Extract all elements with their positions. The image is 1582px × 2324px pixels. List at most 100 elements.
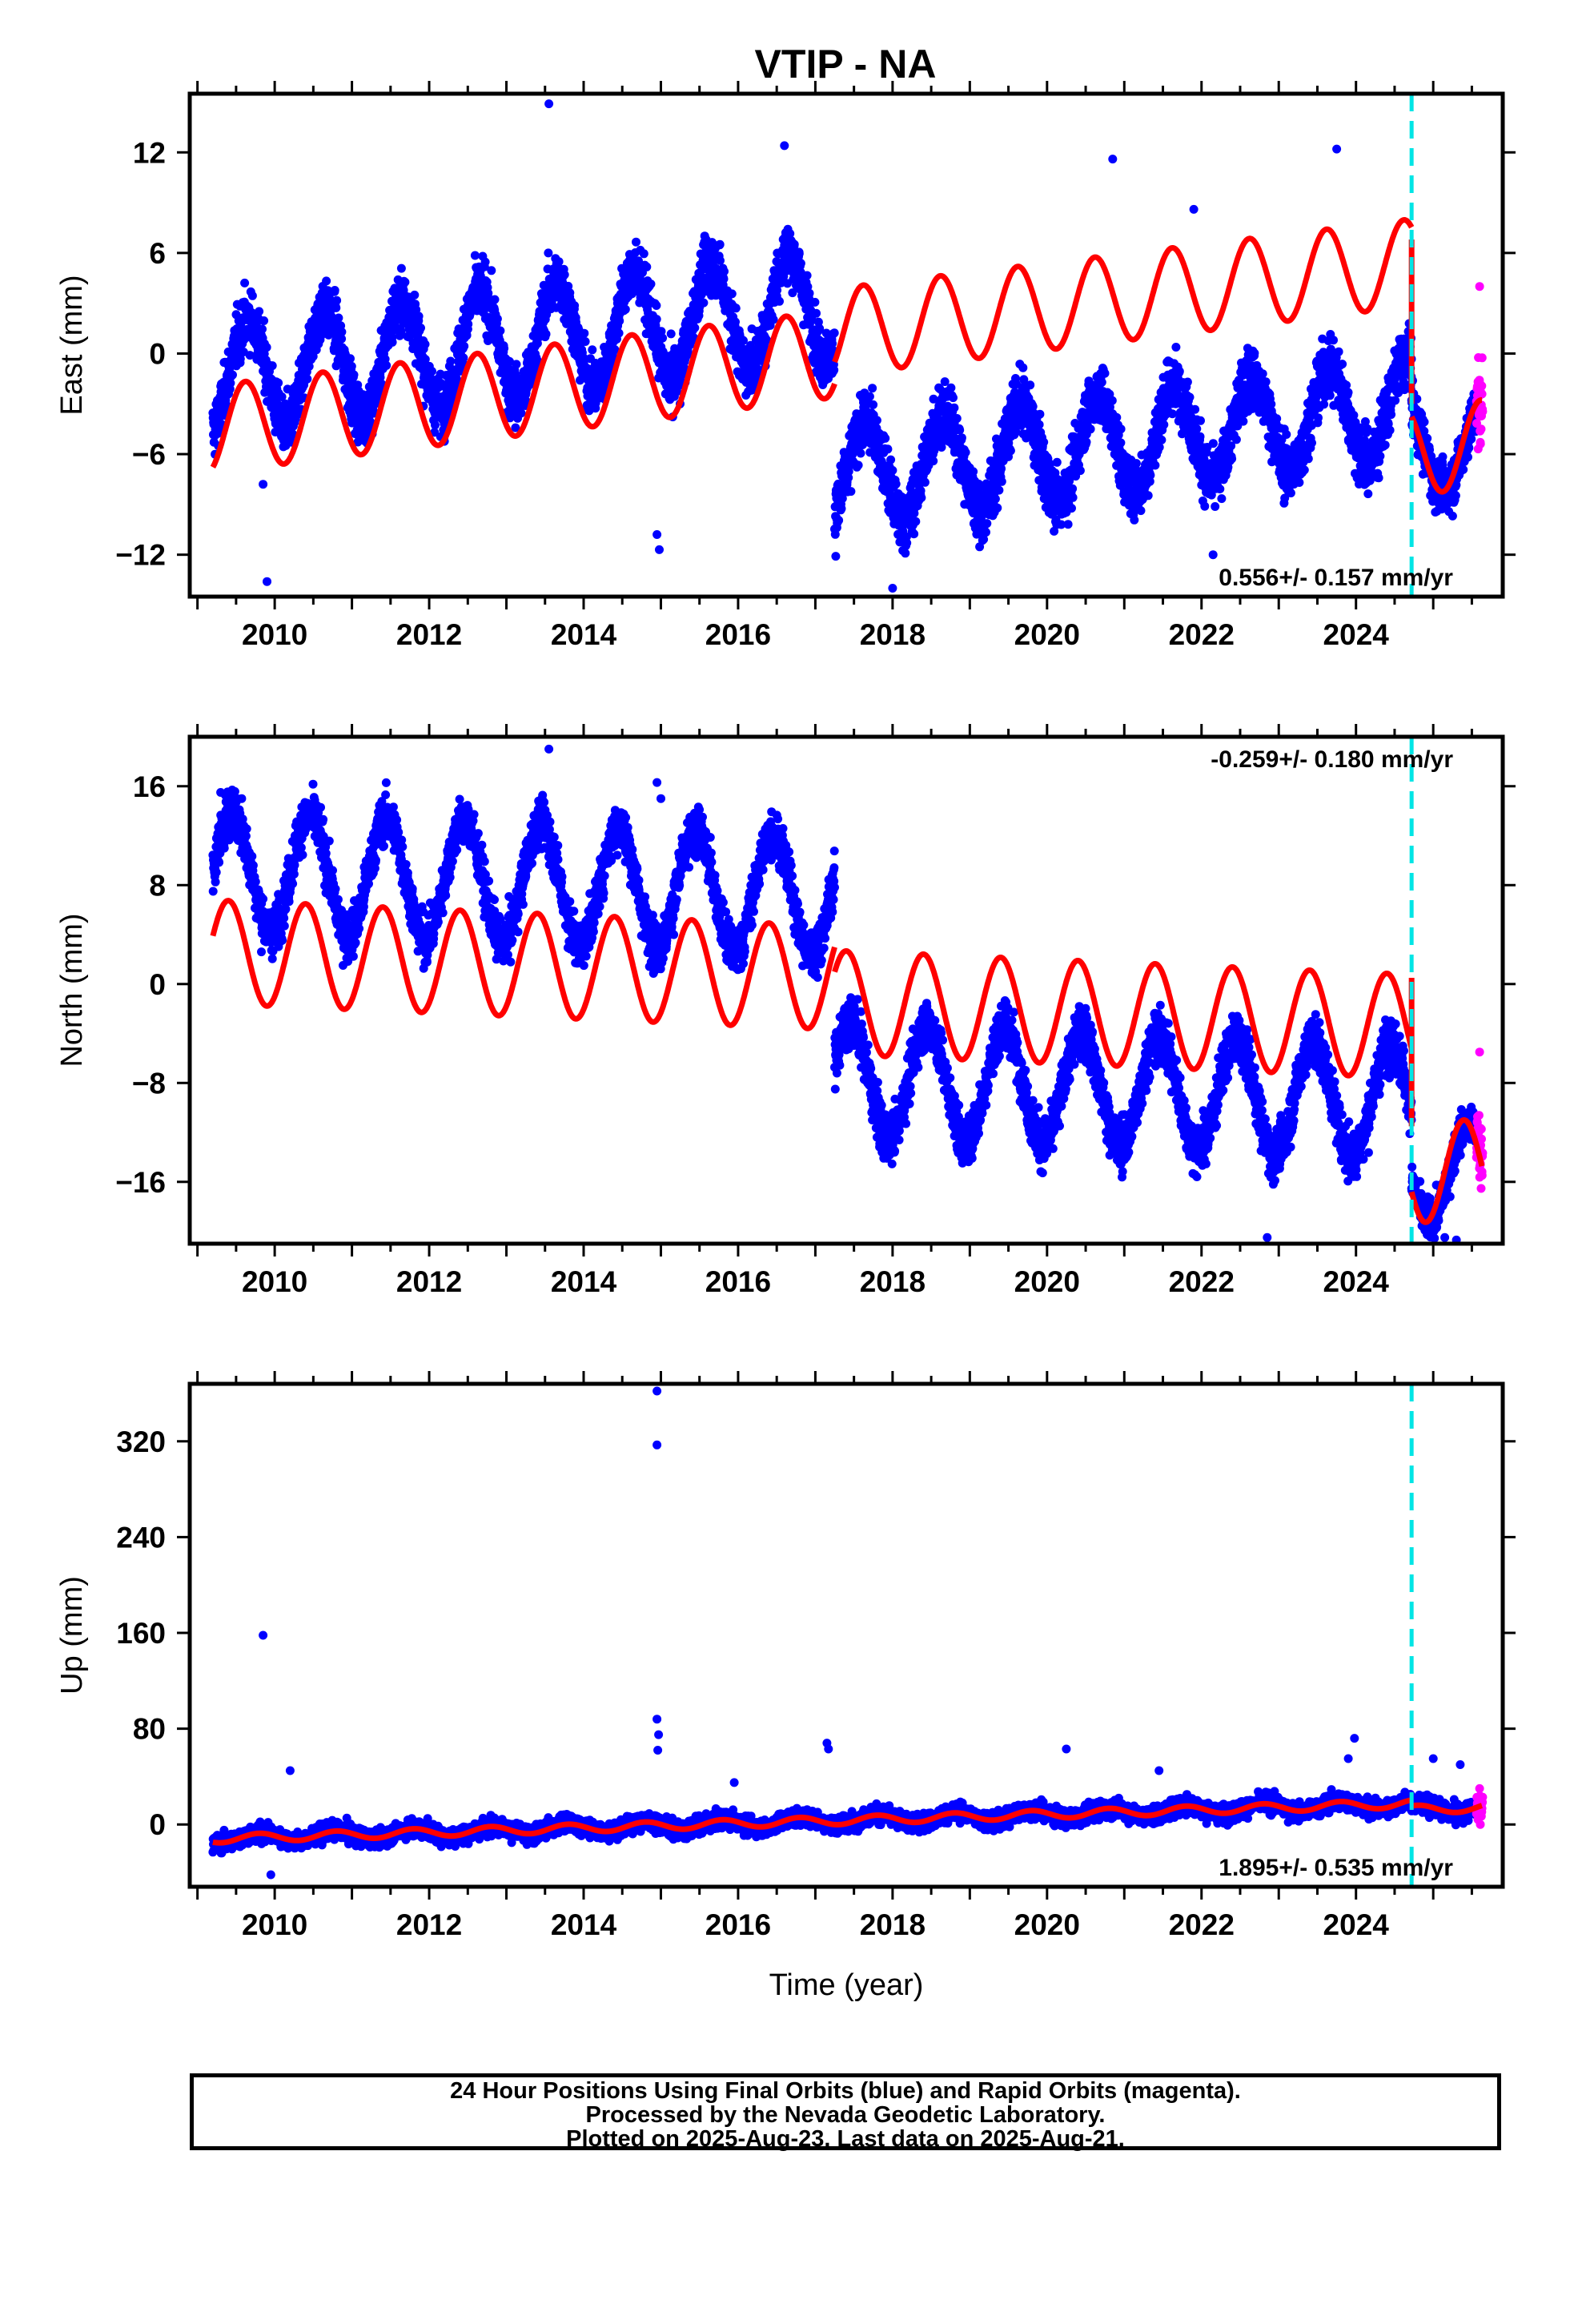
east-point-final — [492, 314, 502, 324]
east-point-final — [1075, 466, 1085, 476]
east-point-final — [580, 337, 590, 346]
east-point-final — [812, 308, 821, 318]
east-point-final — [1261, 377, 1271, 387]
east-point-final — [720, 267, 729, 276]
east-point-final — [946, 383, 956, 392]
east-point-final — [994, 485, 1004, 495]
east-point-final — [1039, 437, 1049, 447]
east-point-final — [228, 370, 237, 380]
panels: 2010 2012 2014 2016 2018 2020 2022 2024−12−6061… — [55, 81, 1516, 2002]
east-point-final — [262, 343, 271, 352]
east-point-final — [1239, 416, 1248, 426]
east-point-final — [347, 361, 356, 371]
east-point-final — [788, 288, 797, 298]
east-point-final — [277, 392, 287, 401]
east-point-final — [1185, 392, 1195, 402]
east-point-final — [579, 353, 588, 363]
east-point-final — [731, 317, 740, 327]
east-point-final — [610, 345, 620, 354]
east-point-final — [719, 274, 729, 283]
east-point-final — [760, 344, 769, 353]
east-point-final — [796, 259, 805, 268]
east-point-final — [420, 355, 430, 364]
east-point-final — [805, 288, 814, 298]
east-point-final — [652, 315, 661, 324]
east-point-final — [969, 467, 978, 476]
east-point-final — [330, 286, 339, 295]
east-point-final — [902, 538, 912, 548]
east-point-final — [258, 324, 267, 334]
east-point-final — [1107, 396, 1117, 405]
east-point-final — [245, 351, 255, 360]
east-point-final — [683, 348, 693, 357]
east-point-final — [446, 356, 456, 366]
east-point-final — [1200, 501, 1210, 511]
east-point-final — [396, 328, 406, 337]
east-point-final — [1215, 485, 1225, 494]
east-point-final — [349, 370, 359, 380]
east-point-final — [1171, 343, 1181, 352]
east-point-final — [716, 255, 725, 265]
east-point-final — [846, 487, 856, 497]
east-point-final — [881, 433, 890, 443]
east-point-final — [226, 378, 235, 388]
east-point-final — [516, 408, 526, 418]
east-point-final — [957, 433, 966, 443]
east-point-final — [521, 396, 531, 405]
east-point-final — [869, 400, 878, 409]
east-point-final — [762, 336, 772, 344]
east-point-final — [1211, 502, 1220, 511]
east-point-final — [1063, 520, 1073, 529]
east-point-final — [920, 477, 930, 487]
east-point-final — [955, 425, 965, 435]
east-point-final — [1082, 437, 1091, 447]
east-point-final — [480, 257, 490, 267]
east-point-final — [837, 504, 846, 513]
east-point-final — [334, 313, 343, 323]
east-point-final — [420, 340, 430, 349]
east-point-final — [1116, 438, 1126, 448]
east-point-final — [865, 392, 874, 401]
east-point-final — [632, 237, 640, 247]
east-point-final — [990, 494, 1000, 504]
east-point-final — [580, 328, 589, 338]
east-point-final — [267, 361, 277, 371]
east-point-final — [1196, 416, 1205, 425]
east-point-final — [997, 476, 1006, 486]
east-point-final — [255, 307, 264, 316]
east-point-final — [868, 384, 877, 393]
east-point-final — [620, 304, 630, 314]
east-point-final — [1250, 348, 1259, 358]
east-point-final — [1192, 424, 1202, 433]
east-point-final — [1136, 506, 1146, 516]
east-point-final — [831, 552, 841, 561]
east-point-final — [337, 328, 347, 336]
east-point-final — [715, 239, 725, 249]
east-point-final — [1143, 491, 1153, 501]
east-point-final — [1026, 380, 1035, 390]
east-point-final — [487, 266, 496, 275]
east-point-final — [331, 303, 341, 312]
east-point-final — [1157, 435, 1166, 444]
east-point-final — [490, 295, 500, 304]
east-point-final — [1097, 377, 1106, 387]
east-point-final — [666, 329, 676, 339]
east-point-final — [614, 328, 624, 338]
east-point-final — [997, 464, 1006, 473]
east-point-final — [560, 270, 569, 279]
east-point-final — [1231, 435, 1241, 444]
east-point-final — [949, 393, 958, 403]
east-point-final — [872, 416, 881, 425]
east-point-final — [950, 403, 959, 412]
east-point-final — [235, 354, 245, 364]
east-point-final — [396, 263, 406, 273]
east-point-final — [794, 249, 804, 259]
east-point-final — [541, 329, 551, 339]
east-point-final — [883, 444, 893, 454]
east-point-final — [303, 374, 312, 384]
east-point-final — [1131, 459, 1141, 468]
east-point-final — [532, 339, 542, 348]
east-point-final — [769, 315, 778, 324]
east-point-final — [366, 417, 375, 427]
east-point-final — [337, 334, 347, 344]
